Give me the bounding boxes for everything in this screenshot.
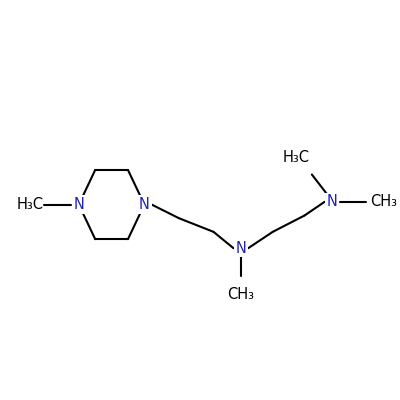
Text: N: N	[236, 241, 246, 256]
Text: N: N	[326, 194, 337, 209]
Text: N: N	[73, 197, 84, 212]
Text: H₃C: H₃C	[283, 150, 310, 166]
Text: N: N	[139, 197, 150, 212]
Text: CH₃: CH₃	[370, 194, 397, 209]
Text: H₃C: H₃C	[16, 197, 43, 212]
Text: CH₃: CH₃	[227, 287, 254, 302]
